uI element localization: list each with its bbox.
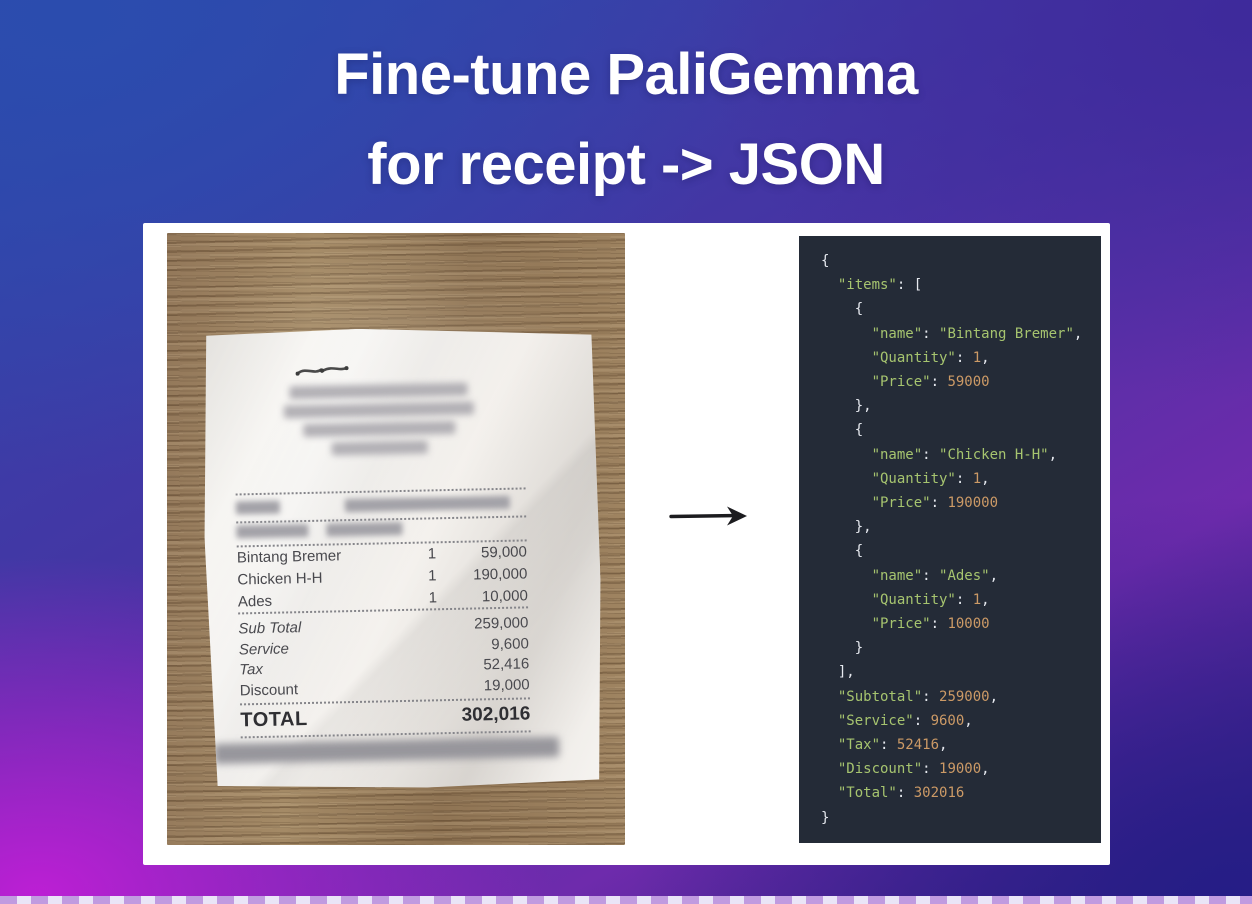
title-line-1: Fine-tune PaliGemma bbox=[334, 42, 918, 107]
code-line: "Price": 59000 bbox=[871, 374, 990, 391]
bottom-edge-strip bbox=[0, 896, 1252, 904]
code-line: { bbox=[821, 301, 864, 318]
receipt-header-redacted bbox=[233, 381, 524, 457]
code-line: "name": "Bintang Bremer", bbox=[871, 325, 1083, 342]
code-line: "Quantity": 1, bbox=[871, 591, 990, 608]
code-line: "Quantity": 1, bbox=[871, 349, 990, 366]
code-line: ], bbox=[821, 664, 855, 681]
redacted-text-bar bbox=[303, 421, 455, 437]
right-arrow-icon bbox=[669, 506, 747, 526]
receipt-photo: Bintang Bremer 1 59,000 Chicken H-H 1 190,000… bbox=[167, 233, 625, 845]
redacted-text-bar bbox=[236, 524, 308, 539]
json-output-panel: { "items": [ { "name": "Bintang Bremer",… bbox=[799, 236, 1101, 843]
receipt-paper: Bintang Bremer 1 59,000 Chicken H-H 1 190,000… bbox=[200, 324, 605, 792]
code-line: "Discount": 19000, bbox=[837, 761, 990, 778]
code-line: { bbox=[821, 543, 864, 560]
receipt-info-row-redacted bbox=[236, 495, 526, 514]
receipt-divider bbox=[241, 730, 531, 738]
code-line: { bbox=[821, 422, 864, 439]
code-line: "Subtotal": 259000, bbox=[837, 688, 999, 705]
code-line: "Price": 190000 bbox=[871, 495, 999, 512]
redacted-text-bar bbox=[326, 522, 402, 537]
receipt-items: Bintang Bremer 1 59,000 Chicken H-H 1 190,000… bbox=[237, 541, 528, 613]
code-line: "name": "Chicken H-H", bbox=[871, 446, 1058, 463]
code-line: } bbox=[821, 640, 864, 657]
content-card: Bintang Bremer 1 59,000 Chicken H-H 1 190,000… bbox=[143, 223, 1110, 865]
code-line: "Service": 9600, bbox=[837, 712, 973, 729]
redacted-text-bar bbox=[289, 383, 467, 400]
redacted-text-bar bbox=[332, 440, 428, 455]
redacted-text-bar bbox=[345, 496, 510, 512]
code-line: }, bbox=[821, 398, 872, 415]
redacted-text-bar bbox=[236, 501, 280, 515]
code-line: "Tax": 52416, bbox=[837, 737, 948, 754]
code-line: "Quantity": 1, bbox=[871, 470, 990, 487]
receipt-content: Bintang Bremer 1 59,000 Chicken H-H 1 190,000… bbox=[232, 325, 532, 791]
code-line: "Total": 302016 bbox=[837, 785, 965, 802]
code-line: }, bbox=[821, 519, 872, 536]
code-line: "items": [ bbox=[837, 277, 923, 294]
redacted-text-bar bbox=[284, 401, 474, 418]
page-title: Fine-tune PaliGemma for receipt -> JSON bbox=[0, 30, 1252, 210]
code-line: { bbox=[821, 253, 830, 269]
receipt-total-value: 302,016 bbox=[461, 703, 531, 726]
code-line: "name": "Ades", bbox=[871, 567, 999, 584]
receipt-total-row: TOTAL 302,016 bbox=[240, 703, 530, 732]
staple-icon bbox=[294, 362, 350, 379]
receipt-total-label: TOTAL bbox=[240, 708, 308, 732]
code-line: } bbox=[821, 809, 830, 826]
code-line: "Price": 10000 bbox=[871, 616, 990, 633]
receipt-summary: Sub Total 259,000 Service 9,600 Tax 52,416 Dis… bbox=[238, 613, 530, 701]
title-line-2: for receipt -> JSON bbox=[367, 132, 885, 197]
receipt-divider bbox=[236, 487, 526, 495]
